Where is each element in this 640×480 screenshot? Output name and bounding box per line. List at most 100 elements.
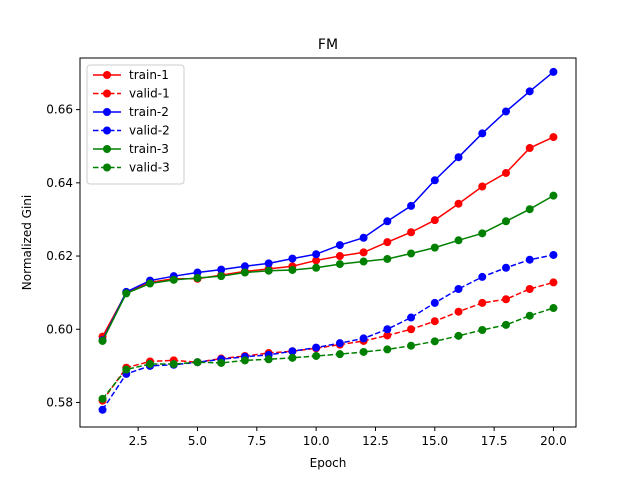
data-point-train-3 — [122, 289, 131, 298]
data-point-train-1 — [454, 199, 463, 208]
legend-entry-train-3: train-3 — [93, 142, 169, 156]
data-point-train-2 — [525, 87, 534, 96]
data-point-train-2 — [478, 129, 487, 138]
data-point-train-2 — [288, 254, 297, 263]
data-point-valid-2 — [98, 405, 107, 414]
data-point-valid-3 — [169, 360, 178, 369]
data-point-train-2 — [335, 241, 344, 250]
data-point-valid-1 — [430, 317, 439, 326]
data-point-train-2 — [217, 265, 226, 274]
data-point-train-1 — [501, 168, 510, 177]
data-point-train-3 — [383, 254, 392, 263]
legend-label: train-3 — [129, 142, 169, 156]
data-point-train-2 — [430, 176, 439, 185]
data-point-train-3 — [454, 236, 463, 245]
data-point-train-1 — [335, 252, 344, 261]
axes-frame — [79, 57, 577, 428]
data-point-train-3 — [312, 263, 321, 272]
data-point-train-3 — [193, 274, 202, 283]
legend-entry-train-1: train-1 — [93, 68, 169, 82]
data-point-valid-1 — [407, 325, 416, 334]
legend-box — [86, 64, 185, 185]
data-point-valid-2 — [549, 250, 558, 259]
y-axis-title: Normalized Gini — [20, 195, 34, 290]
legend-label: train-1 — [129, 68, 169, 82]
data-point-valid-2 — [288, 347, 297, 356]
x-tick-label: 17.5 — [481, 434, 508, 448]
data-point-train-1 — [525, 144, 534, 153]
data-point-train-3 — [146, 279, 155, 288]
data-point-valid-2 — [407, 313, 416, 322]
legend-marker — [103, 163, 111, 172]
data-point-valid-3 — [288, 353, 297, 362]
data-point-train-3 — [264, 266, 273, 275]
series-valid-3 — [98, 304, 558, 403]
data-point-train-1 — [478, 182, 487, 191]
data-point-train-3 — [335, 260, 344, 269]
data-point-train-1 — [430, 216, 439, 225]
data-point-valid-3 — [549, 304, 558, 313]
data-point-valid-3 — [501, 320, 510, 329]
data-point-valid-3 — [454, 331, 463, 340]
data-point-train-3 — [217, 272, 226, 281]
data-point-train-3 — [359, 257, 368, 266]
data-point-train-2 — [407, 201, 416, 210]
data-point-valid-3 — [98, 394, 107, 403]
data-point-train-2 — [240, 262, 249, 271]
legend: train-1 valid-1 train-2 valid-2 train-3 valid… — [86, 64, 185, 185]
legend-label: train-2 — [129, 105, 169, 119]
data-point-train-1 — [549, 133, 558, 142]
data-point-train-2 — [501, 107, 510, 116]
data-point-valid-3 — [122, 365, 131, 374]
data-point-valid-3 — [525, 311, 534, 320]
data-point-valid-1 — [454, 307, 463, 316]
data-point-valid-1 — [478, 298, 487, 307]
data-point-train-2 — [359, 233, 368, 242]
data-point-valid-1 — [549, 278, 558, 287]
data-point-valid-1 — [383, 331, 392, 340]
data-point-valid-2 — [525, 255, 534, 264]
legend-marker — [103, 71, 111, 79]
legend-label: valid-3 — [129, 161, 170, 175]
data-point-valid-3 — [217, 358, 226, 367]
x-tick-label: 2.5 — [129, 434, 148, 448]
data-point-valid-2 — [383, 325, 392, 334]
data-point-train-3 — [501, 217, 510, 226]
data-point-valid-2 — [430, 298, 439, 307]
legend-marker — [103, 145, 111, 153]
data-point-train-3 — [288, 265, 297, 274]
data-point-valid-3 — [359, 347, 368, 356]
data-point-valid-3 — [383, 345, 392, 354]
legend-label: valid-1 — [129, 87, 170, 101]
data-point-valid-3 — [478, 325, 487, 334]
y-tick-label: 0.66 — [46, 103, 73, 117]
data-point-train-1 — [407, 228, 416, 237]
data-point-valid-2 — [312, 343, 321, 352]
y-tick-label: 0.60 — [46, 322, 73, 336]
x-tick-label: 20.0 — [540, 434, 567, 448]
legend-marker — [103, 126, 111, 135]
data-point-train-3 — [98, 336, 107, 345]
data-point-train-1 — [312, 256, 321, 265]
plot-area — [98, 67, 558, 414]
data-point-train-3 — [525, 205, 534, 214]
data-point-train-2 — [454, 153, 463, 162]
data-point-train-3 — [430, 243, 439, 252]
data-point-valid-3 — [312, 351, 321, 360]
data-point-train-3 — [407, 249, 416, 258]
data-point-valid-2 — [359, 334, 368, 343]
data-point-valid-3 — [146, 360, 155, 369]
y-tick-label: 0.58 — [46, 395, 73, 409]
y-tick-label: 0.62 — [46, 249, 73, 263]
series-train-3 — [98, 191, 558, 345]
data-point-train-1 — [359, 248, 368, 257]
legend-entry-valid-2: valid-2 — [93, 124, 170, 138]
data-point-train-1 — [383, 238, 392, 247]
x-axis: 2.5 5.0 7.5 10.0 12.5 15.0 17.5 20.0 — [129, 427, 567, 448]
data-point-valid-2 — [335, 339, 344, 348]
x-tick-label: 10.0 — [303, 434, 330, 448]
data-point-valid-3 — [193, 358, 202, 367]
x-tick-label: 15.0 — [421, 434, 448, 448]
data-point-train-2 — [312, 250, 321, 259]
